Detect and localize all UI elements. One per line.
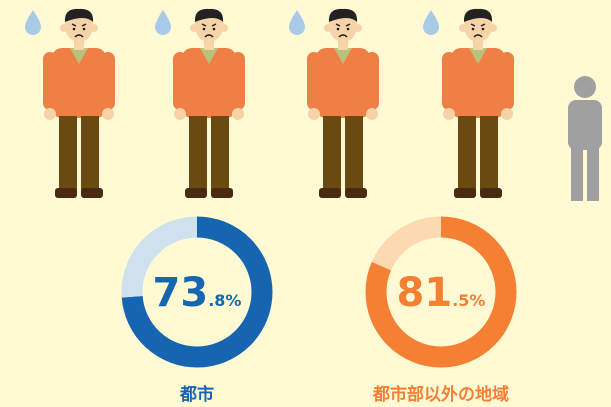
category-label: 都市: [179, 384, 214, 405]
figures: [25, 9, 602, 201]
page: {"chart_data": [ {"type": "donut", "cate…: [0, 0, 611, 407]
infographic: 73.8% 都市 81.5% 都市部以外の地域: [0, 0, 611, 407]
value-label: 73.8%: [153, 270, 242, 316]
category-label: 都市部以外の地域: [372, 384, 509, 405]
value-label: 81.5%: [397, 270, 486, 316]
